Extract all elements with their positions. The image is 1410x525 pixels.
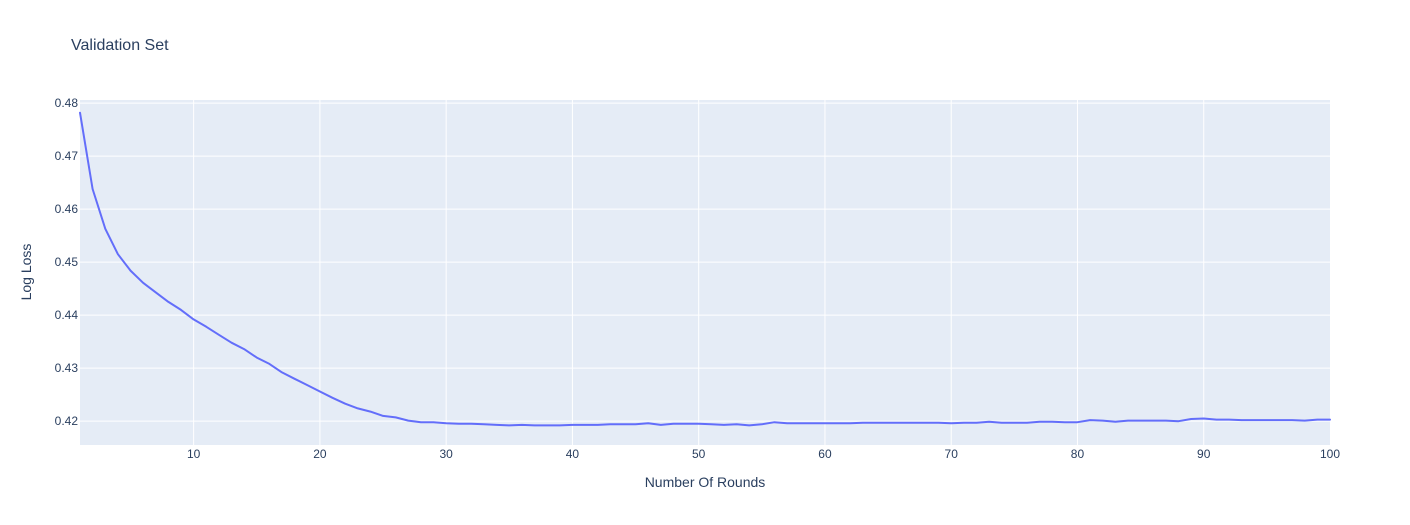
- plot-area: [80, 100, 1330, 445]
- y-tick-label: 0.42: [55, 414, 79, 428]
- x-tick-label: 10: [187, 447, 201, 461]
- x-tick-label: 30: [439, 447, 453, 461]
- x-axis-title: Number Of Rounds: [645, 474, 766, 490]
- series-group: [79, 111, 1331, 427]
- x-tick-label: 80: [1071, 447, 1085, 461]
- x-tick-label: 20: [313, 447, 327, 461]
- x-tick-label: 90: [1197, 447, 1211, 461]
- y-axis-ticks: 0.42 0.43 0.44 0.45 0.46 0.47 0.48: [55, 96, 79, 428]
- y-tick-label: 0.47: [55, 149, 79, 163]
- y-tick-label: 0.45: [55, 255, 79, 269]
- y-axis-title: Log Loss: [18, 244, 34, 301]
- chart-title: Validation Set: [71, 37, 169, 54]
- x-tick-label: 40: [566, 447, 580, 461]
- x-axis-ticks: 10 20 30 40 50 60 70 80 90 100: [187, 447, 1340, 461]
- series-line: [79, 111, 1331, 427]
- y-tick-label: 0.46: [55, 202, 79, 216]
- x-gridlines: [193, 100, 1205, 445]
- x-tick-label: 50: [692, 447, 706, 461]
- y-tick-label: 0.48: [55, 96, 79, 110]
- x-tick-label: 60: [818, 447, 832, 461]
- y-tick-label: 0.44: [55, 308, 79, 322]
- x-tick-label: 100: [1320, 447, 1340, 461]
- y-tick-label: 0.43: [55, 361, 79, 375]
- x-tick-label: 70: [945, 447, 959, 461]
